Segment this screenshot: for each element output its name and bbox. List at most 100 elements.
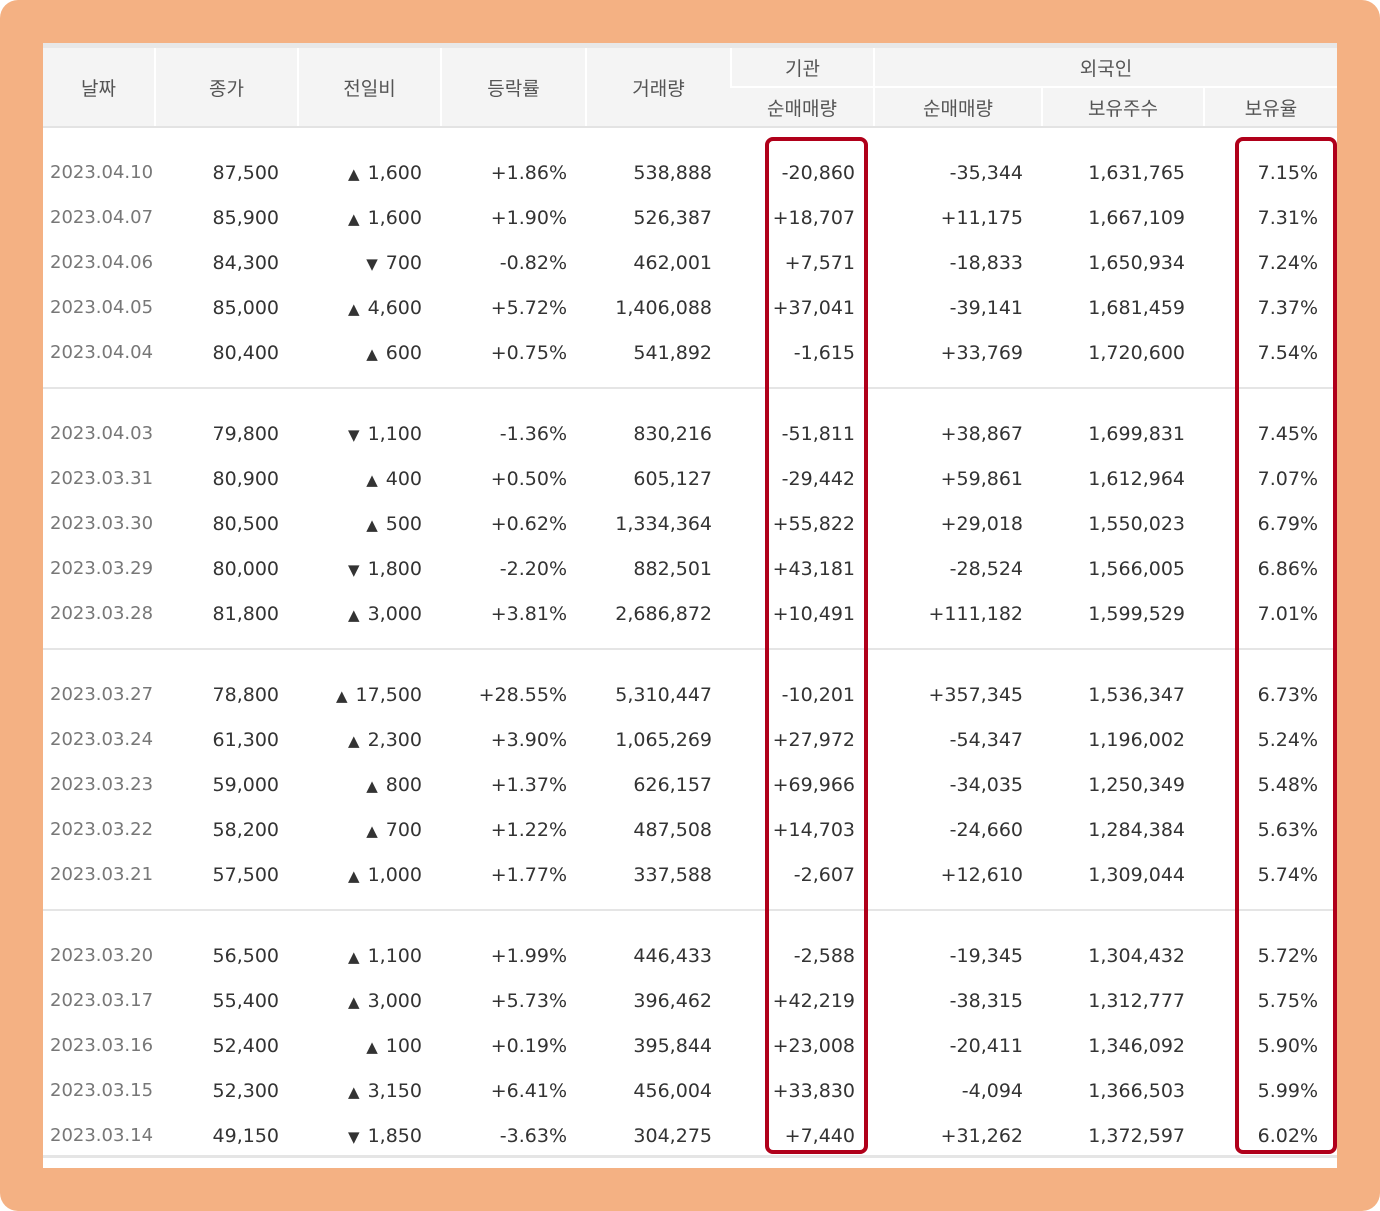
- change-value: 400: [385, 467, 422, 490]
- cell-foreign-ratio: 5.63%: [1257, 818, 1319, 841]
- cell-institution-net: +7,440: [784, 1124, 855, 1147]
- arrow-up-icon: ▲: [348, 209, 360, 228]
- table-row: 2023.03.23 59,000 ▲ 800 +1.37% 626,157 +69,966…: [43, 762, 1337, 807]
- table-row: 2023.03.14 49,150 ▼ 1,850 -3.63% 304,275 +7,44…: [43, 1113, 1337, 1158]
- arrow-up-icon: ▲: [348, 866, 360, 885]
- cell-rate: -1.36%: [499, 422, 567, 445]
- arrow-down-icon: ▼: [366, 254, 378, 273]
- cell-rate: +5.72%: [490, 296, 567, 319]
- cell-institution-net: -20,860: [781, 161, 855, 184]
- arrow-up-icon: ▲: [366, 776, 378, 795]
- arrow-up-icon: ▲: [366, 470, 378, 489]
- investor-trading-table: 날짜 종가 전일비 등락률 거래량 기관 외국인 순매매량 순매매량 보유주수 …: [43, 43, 1338, 1158]
- cell-foreign-shares: 1,304,432: [1088, 944, 1185, 967]
- cell-foreign-shares: 1,196,002: [1088, 728, 1185, 751]
- table-row: 2023.03.21 57,500 ▲ 1,000 +1.77% 337,588 -2,60…: [43, 852, 1337, 897]
- cell-foreign-ratio: 6.86%: [1257, 557, 1319, 580]
- cell-foreign-ratio: 5.72%: [1257, 944, 1319, 967]
- change-value: 1,100: [367, 944, 422, 967]
- cell-foreign-net: -38,315: [949, 989, 1023, 1012]
- cell-date: 2023.03.23: [50, 774, 154, 795]
- cell-date: 2023.03.17: [50, 990, 154, 1011]
- cell-volume: 1,406,088: [615, 296, 712, 319]
- cell-change: ▼ 1,100: [298, 388, 441, 456]
- cell-volume: 462,001: [633, 251, 712, 274]
- arrow-up-icon: ▲: [366, 515, 378, 534]
- cell-close: 84,300: [212, 251, 279, 274]
- cell-foreign-net: -24,660: [949, 818, 1023, 841]
- table-row: 2023.03.20 56,500 ▲ 1,100 +1.99% 446,433 -2,58…: [43, 910, 1337, 978]
- header-rate: 등락률: [440, 45, 586, 128]
- cell-foreign-ratio: 5.24%: [1257, 728, 1319, 751]
- cell-date: 2023.04.03: [50, 423, 154, 444]
- cell-foreign-shares: 1,599,529: [1088, 602, 1185, 625]
- cell-foreign-ratio: 7.15%: [1257, 161, 1319, 184]
- arrow-up-icon: ▲: [348, 731, 360, 750]
- table-row: 2023.03.29 80,000 ▼ 1,800 -2.20% 882,501 +43,1…: [43, 546, 1337, 591]
- cell-institution-net: -51,811: [781, 422, 855, 445]
- cell-rate: +5.73%: [490, 989, 567, 1012]
- table-row: 2023.03.28 81,800 ▲ 3,000 +3.81% 2,686,872 +10…: [43, 591, 1337, 636]
- table-row: 2023.04.10 87,500 ▲ 1,600 +1.86% 538,888 -20,8…: [43, 127, 1337, 195]
- cell-foreign-net: -4,094: [961, 1079, 1023, 1102]
- cell-foreign-shares: 1,284,384: [1088, 818, 1185, 841]
- cell-close: 81,800: [212, 602, 279, 625]
- header-foreign-shares: 보유주수: [1041, 86, 1204, 128]
- cell-foreign-net: +31,262: [940, 1124, 1023, 1147]
- cell-institution-net: +7,571: [784, 251, 855, 274]
- change-value: 1,600: [367, 206, 422, 229]
- cell-foreign-net: +33,769: [940, 341, 1023, 364]
- cell-close: 61,300: [212, 728, 279, 751]
- cell-foreign-net: +59,861: [940, 467, 1023, 490]
- change-value: 1,600: [367, 161, 422, 184]
- cell-volume: 830,216: [633, 422, 712, 445]
- cell-date: 2023.04.07: [50, 207, 154, 228]
- cell-foreign-shares: 1,250,349: [1088, 773, 1185, 796]
- cell-rate: +1.90%: [490, 206, 567, 229]
- cell-foreign-net: -19,345: [949, 944, 1023, 967]
- cell-foreign-shares: 1,681,459: [1088, 296, 1185, 319]
- cell-change: ▼ 1,850: [298, 1113, 441, 1158]
- cell-volume: 446,433: [633, 944, 712, 967]
- cell-foreign-ratio: 5.74%: [1257, 863, 1319, 886]
- cell-volume: 626,157: [633, 773, 712, 796]
- cell-date: 2023.03.14: [50, 1125, 154, 1146]
- cell-date: 2023.03.28: [50, 603, 154, 624]
- cell-change: ▲ 1,600: [298, 195, 441, 240]
- trading-table-panel: 날짜 종가 전일비 등락률 거래량 기관 외국인 순매매량 순매매량 보유주수 …: [43, 43, 1338, 1168]
- cell-institution-net: -10,201: [781, 683, 855, 706]
- cell-institution-net: +55,822: [772, 512, 855, 535]
- header-institution: 기관: [730, 45, 874, 87]
- cell-rate: +0.19%: [490, 1034, 567, 1057]
- header-foreign: 외국인: [872, 45, 1338, 87]
- group-separator: [43, 897, 1338, 911]
- table-row: 2023.03.15 52,300 ▲ 3,150 +6.41% 456,004 +33,8…: [43, 1068, 1337, 1113]
- cell-change: ▼ 700: [298, 240, 441, 285]
- change-value: 4,600: [367, 296, 422, 319]
- cell-close: 80,900: [212, 467, 279, 490]
- cell-foreign-net: -20,411: [949, 1034, 1023, 1057]
- change-value: 3,000: [367, 602, 422, 625]
- cell-date: 2023.03.21: [50, 864, 154, 885]
- arrow-up-icon: ▲: [348, 1082, 360, 1101]
- cell-date: 2023.03.27: [50, 684, 154, 705]
- cell-foreign-shares: 1,631,765: [1088, 161, 1185, 184]
- table-row: 2023.04.05 85,000 ▲ 4,600 +5.72% 1,406,088 +37…: [43, 285, 1337, 330]
- cell-close: 87,500: [212, 161, 279, 184]
- cell-change: ▲ 600: [298, 330, 441, 375]
- cell-change: ▲ 400: [298, 456, 441, 501]
- cell-volume: 538,888: [633, 161, 712, 184]
- cell-rate: -2.20%: [499, 557, 567, 580]
- cell-date: 2023.03.29: [50, 558, 154, 579]
- cell-foreign-shares: 1,550,023: [1088, 512, 1185, 535]
- arrow-down-icon: ▼: [348, 560, 360, 579]
- cell-foreign-shares: 1,566,005: [1088, 557, 1185, 580]
- cell-close: 58,200: [212, 818, 279, 841]
- cell-rate: +1.37%: [490, 773, 567, 796]
- arrow-up-icon: ▲: [335, 686, 348, 705]
- cell-institution-net: +10,491: [772, 602, 855, 625]
- cell-close: 79,800: [212, 422, 279, 445]
- cell-foreign-net: +357,345: [928, 683, 1024, 706]
- change-value: 1,100: [367, 422, 422, 445]
